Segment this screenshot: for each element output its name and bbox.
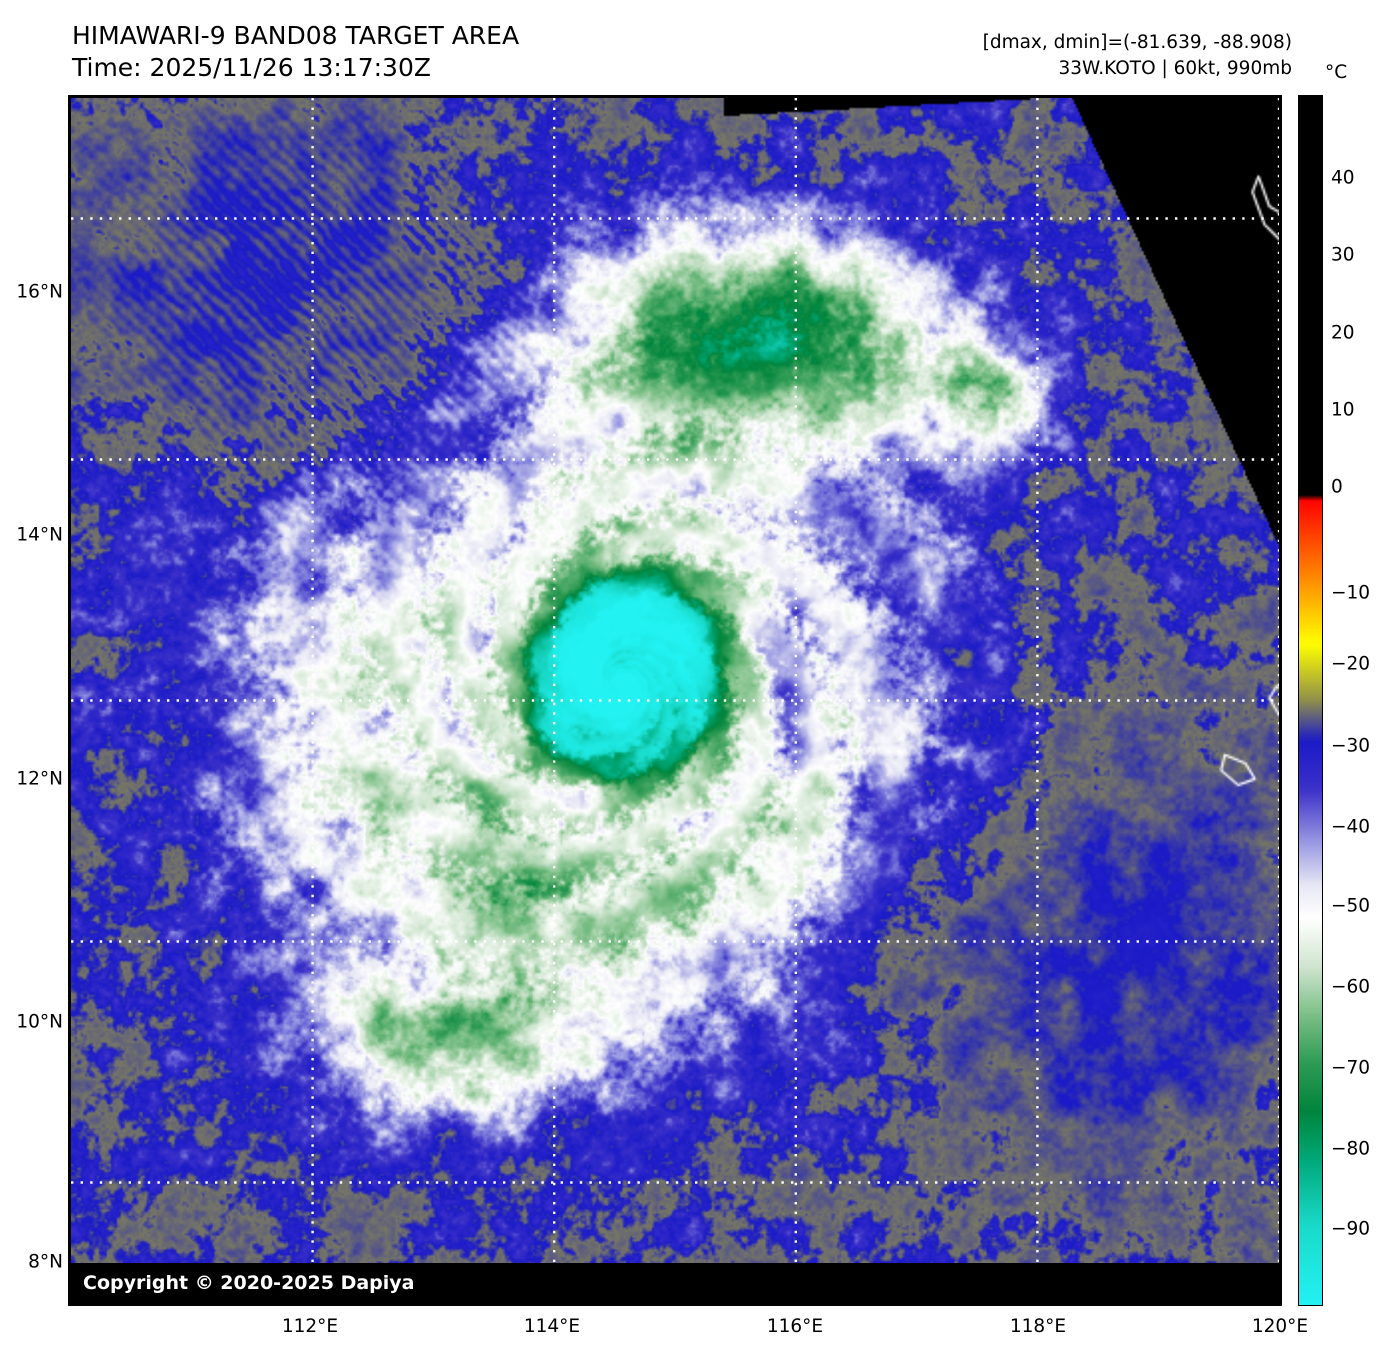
colorbar-tick-label: −40 — [1331, 816, 1371, 838]
lon-tick-label: 120°E — [1251, 1316, 1309, 1337]
colorbar-tick-label: −50 — [1331, 895, 1371, 917]
colorbar-tick-label: −90 — [1331, 1218, 1371, 1240]
lat-tick-label: 8°N — [28, 1251, 63, 1273]
colorbar-tick-label: −60 — [1331, 976, 1371, 998]
colorbar-tick-label: −10 — [1331, 582, 1371, 604]
lon-tick-label: 118°E — [1009, 1316, 1067, 1337]
colorbar-tick-label: 30 — [1331, 244, 1355, 266]
page-title: HIMAWARI-9 BAND08 TARGET AREA — [72, 21, 520, 50]
colorbar-tick-label: −20 — [1331, 653, 1371, 675]
lat-tick-label: 10°N — [16, 1011, 63, 1033]
satellite-imagery-canvas — [71, 98, 1279, 1303]
observation-time: Time: 2025/11/26 13:17:30Z — [72, 53, 431, 82]
colorbar-tick-label: 0 — [1331, 476, 1343, 498]
lon-tick-label: 112°E — [281, 1316, 339, 1337]
colorbar-tick-label: 10 — [1331, 399, 1355, 421]
copyright-banner: Copyright © 2020-2025 Dapiya — [71, 1263, 1279, 1303]
dmax-dmin-text: [dmax, dmin]=(-81.639, -88.908) — [982, 32, 1292, 53]
storm-info-text: 33W.KOTO | 60kt, 990mb — [1058, 58, 1292, 79]
colorbar — [1298, 95, 1323, 1306]
satellite-map[interactable]: Copyright © 2020-2025 Dapiya — [68, 95, 1282, 1306]
lat-tick-label: 14°N — [16, 524, 63, 546]
colorbar-tick-label: 40 — [1331, 167, 1355, 189]
lat-tick-label: 12°N — [16, 768, 63, 790]
title-block: HIMAWARI-9 BAND08 TARGET AREA Time: 2025… — [72, 20, 772, 84]
lon-tick-label: 114°E — [523, 1316, 581, 1337]
colorbar-unit-label: °C — [1325, 62, 1348, 83]
lat-tick-label: 16°N — [16, 281, 63, 303]
metadata-block: [dmax, dmin]=(-81.639, -88.908) 33W.KOTO… — [872, 30, 1292, 82]
colorbar-tick-label: −70 — [1331, 1057, 1371, 1079]
colorbar-gradient — [1299, 96, 1322, 1305]
copyright-text: Copyright © 2020-2025 Dapiya — [83, 1272, 415, 1294]
colorbar-tick-label: −80 — [1331, 1138, 1371, 1160]
colorbar-tick-label: 20 — [1331, 322, 1355, 344]
colorbar-tick-label: −30 — [1331, 735, 1371, 757]
lon-tick-label: 116°E — [766, 1316, 824, 1337]
